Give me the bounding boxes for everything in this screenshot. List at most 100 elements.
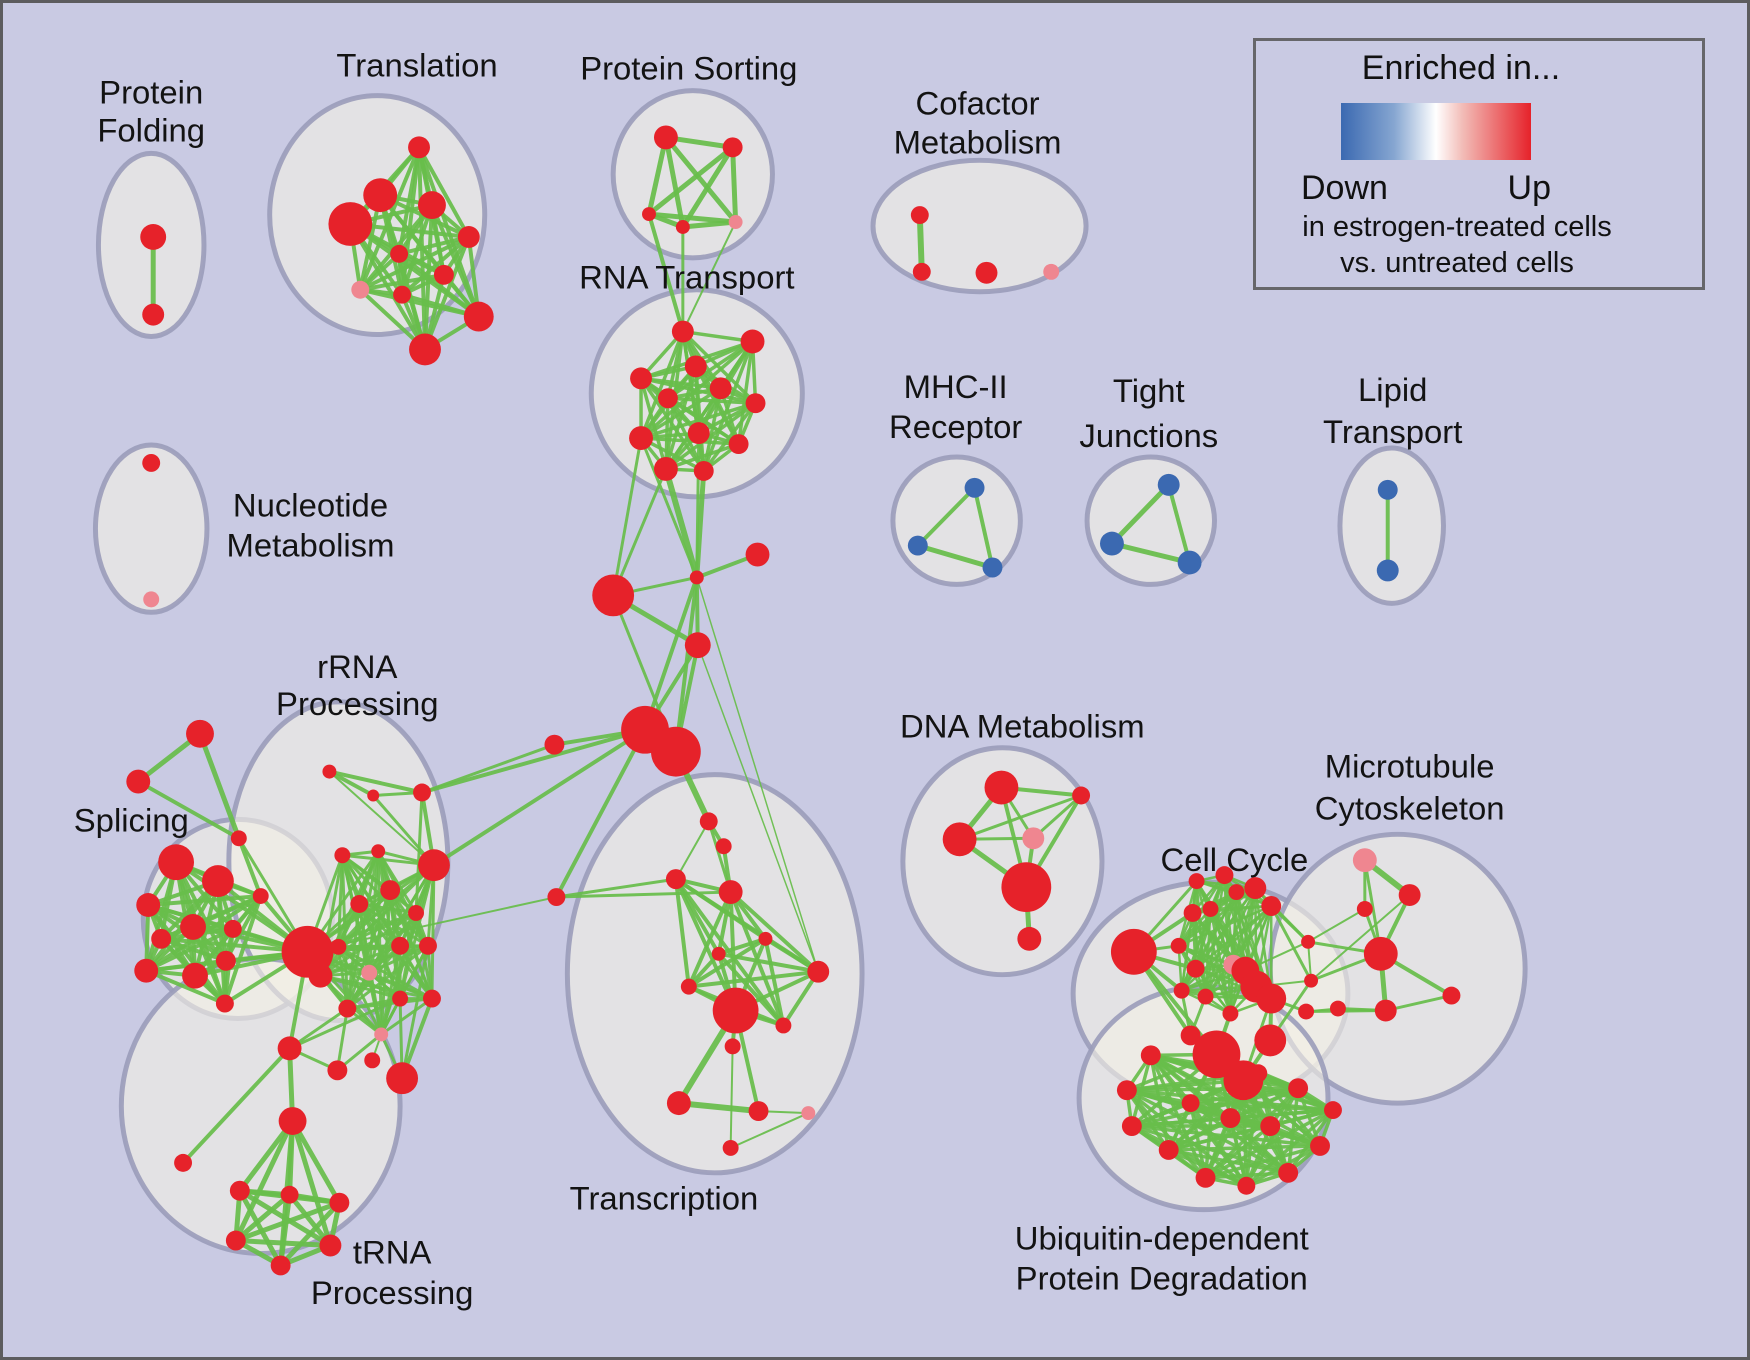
edge	[663, 134, 739, 225]
node-u14	[1220, 1108, 1241, 1129]
edge	[1177, 904, 1273, 948]
edge	[611, 467, 668, 597]
node-s7	[182, 962, 208, 989]
cluster-label-microtubule-cytoskeleton: Cytoskeleton	[1315, 789, 1505, 826]
edge	[639, 436, 741, 446]
edge	[716, 951, 821, 974]
node-c5	[1228, 884, 1245, 901]
node-rt2	[740, 329, 765, 354]
node-ch4	[684, 632, 711, 659]
node-tr2	[363, 178, 398, 213]
edge	[611, 436, 643, 597]
node-ch1	[689, 570, 704, 585]
node-c6	[1244, 877, 1267, 900]
edge	[643, 575, 699, 732]
edge	[420, 727, 648, 795]
node-n5	[280, 1185, 299, 1204]
edge	[1177, 944, 1232, 1015]
edge	[233, 1200, 342, 1244]
node-c13	[1197, 988, 1214, 1005]
edge	[1209, 907, 1235, 966]
legend-up-label: Up	[1507, 169, 1551, 207]
edge	[702, 401, 758, 473]
node-rt10	[728, 434, 749, 455]
edge	[681, 221, 737, 333]
edge	[674, 820, 710, 881]
node-c10	[1186, 959, 1205, 978]
edge	[237, 1118, 296, 1194]
node-u1	[1140, 1045, 1161, 1066]
edge	[306, 896, 558, 953]
node-u5	[1195, 1167, 1216, 1188]
edge	[288, 997, 402, 1050]
cluster-label-tight-junctions: Junctions	[1079, 417, 1218, 454]
cluster-ellipse-lipid-transport	[1337, 445, 1446, 606]
legend-caption-line1: in estrogen-treated cells	[1302, 211, 1612, 243]
edge	[639, 376, 706, 473]
node-rt8	[687, 422, 710, 445]
node-r11	[330, 938, 347, 955]
edge	[1188, 1101, 1208, 1180]
legend-down-label: Down	[1301, 169, 1388, 207]
node-k3	[1298, 1003, 1315, 1020]
node-n4	[229, 1180, 250, 1201]
node-d2	[1072, 786, 1091, 805]
node-l2	[1376, 559, 1399, 582]
legend-gradient-bar	[1341, 103, 1531, 160]
edge	[1188, 1101, 1249, 1188]
edge	[716, 951, 786, 1028]
node-rt5	[709, 377, 732, 400]
node-nm1	[142, 454, 161, 472]
node-nm2	[143, 591, 160, 608]
node-x4	[665, 869, 686, 890]
node-b1	[1192, 1030, 1241, 1079]
edge	[736, 339, 755, 446]
node-x11	[775, 1017, 792, 1034]
node-s10	[215, 994, 234, 1013]
node-c12	[1173, 982, 1190, 999]
edge	[1310, 894, 1411, 982]
edge	[278, 1200, 342, 1268]
node-mt4	[1363, 936, 1398, 971]
node-u15	[1260, 1116, 1281, 1136]
node-tr9	[393, 285, 412, 304]
node-u4	[1158, 1139, 1179, 1160]
edge	[1286, 1086, 1300, 1175]
node-u13	[1181, 1094, 1200, 1113]
cluster-label-cofactor-metabolism: Metabolism	[894, 123, 1062, 160]
edge	[1228, 1116, 1290, 1175]
node-u8	[1310, 1135, 1330, 1156]
edge	[681, 329, 758, 405]
edge	[1166, 482, 1192, 565]
node-r15	[338, 999, 357, 1018]
edge	[646, 134, 669, 217]
node-x9	[680, 978, 697, 995]
edge	[696, 576, 819, 973]
edge	[398, 944, 434, 1001]
node-c8	[1202, 901, 1219, 917]
edge	[972, 485, 995, 570]
edge	[379, 997, 434, 1036]
edge	[222, 894, 263, 1006]
node-s8	[215, 950, 236, 971]
edge	[673, 877, 691, 989]
node-s6	[134, 958, 159, 983]
cluster-label-protein-folding: Protein	[99, 74, 203, 111]
node-rt11	[653, 456, 678, 481]
edge	[233, 1238, 333, 1248]
edge	[357, 902, 418, 915]
edge	[730, 144, 739, 225]
node-rt9	[629, 426, 653, 451]
edge	[680, 144, 736, 230]
cluster-ellipse-nucleotide-metabolism	[92, 442, 210, 615]
node-t1	[186, 719, 214, 748]
legend: Enriched in... Down Up in estrogen-treat…	[1253, 38, 1705, 290]
edge	[1180, 907, 1212, 992]
node-j2	[1100, 531, 1124, 556]
node-t2	[126, 769, 151, 794]
cluster-label-microtubule-cytoskeleton: Microtubule	[1325, 748, 1495, 785]
edge	[136, 779, 241, 841]
node-s3	[136, 893, 161, 917]
cluster-label-protein-sorting: Protein Sorting	[580, 50, 797, 87]
